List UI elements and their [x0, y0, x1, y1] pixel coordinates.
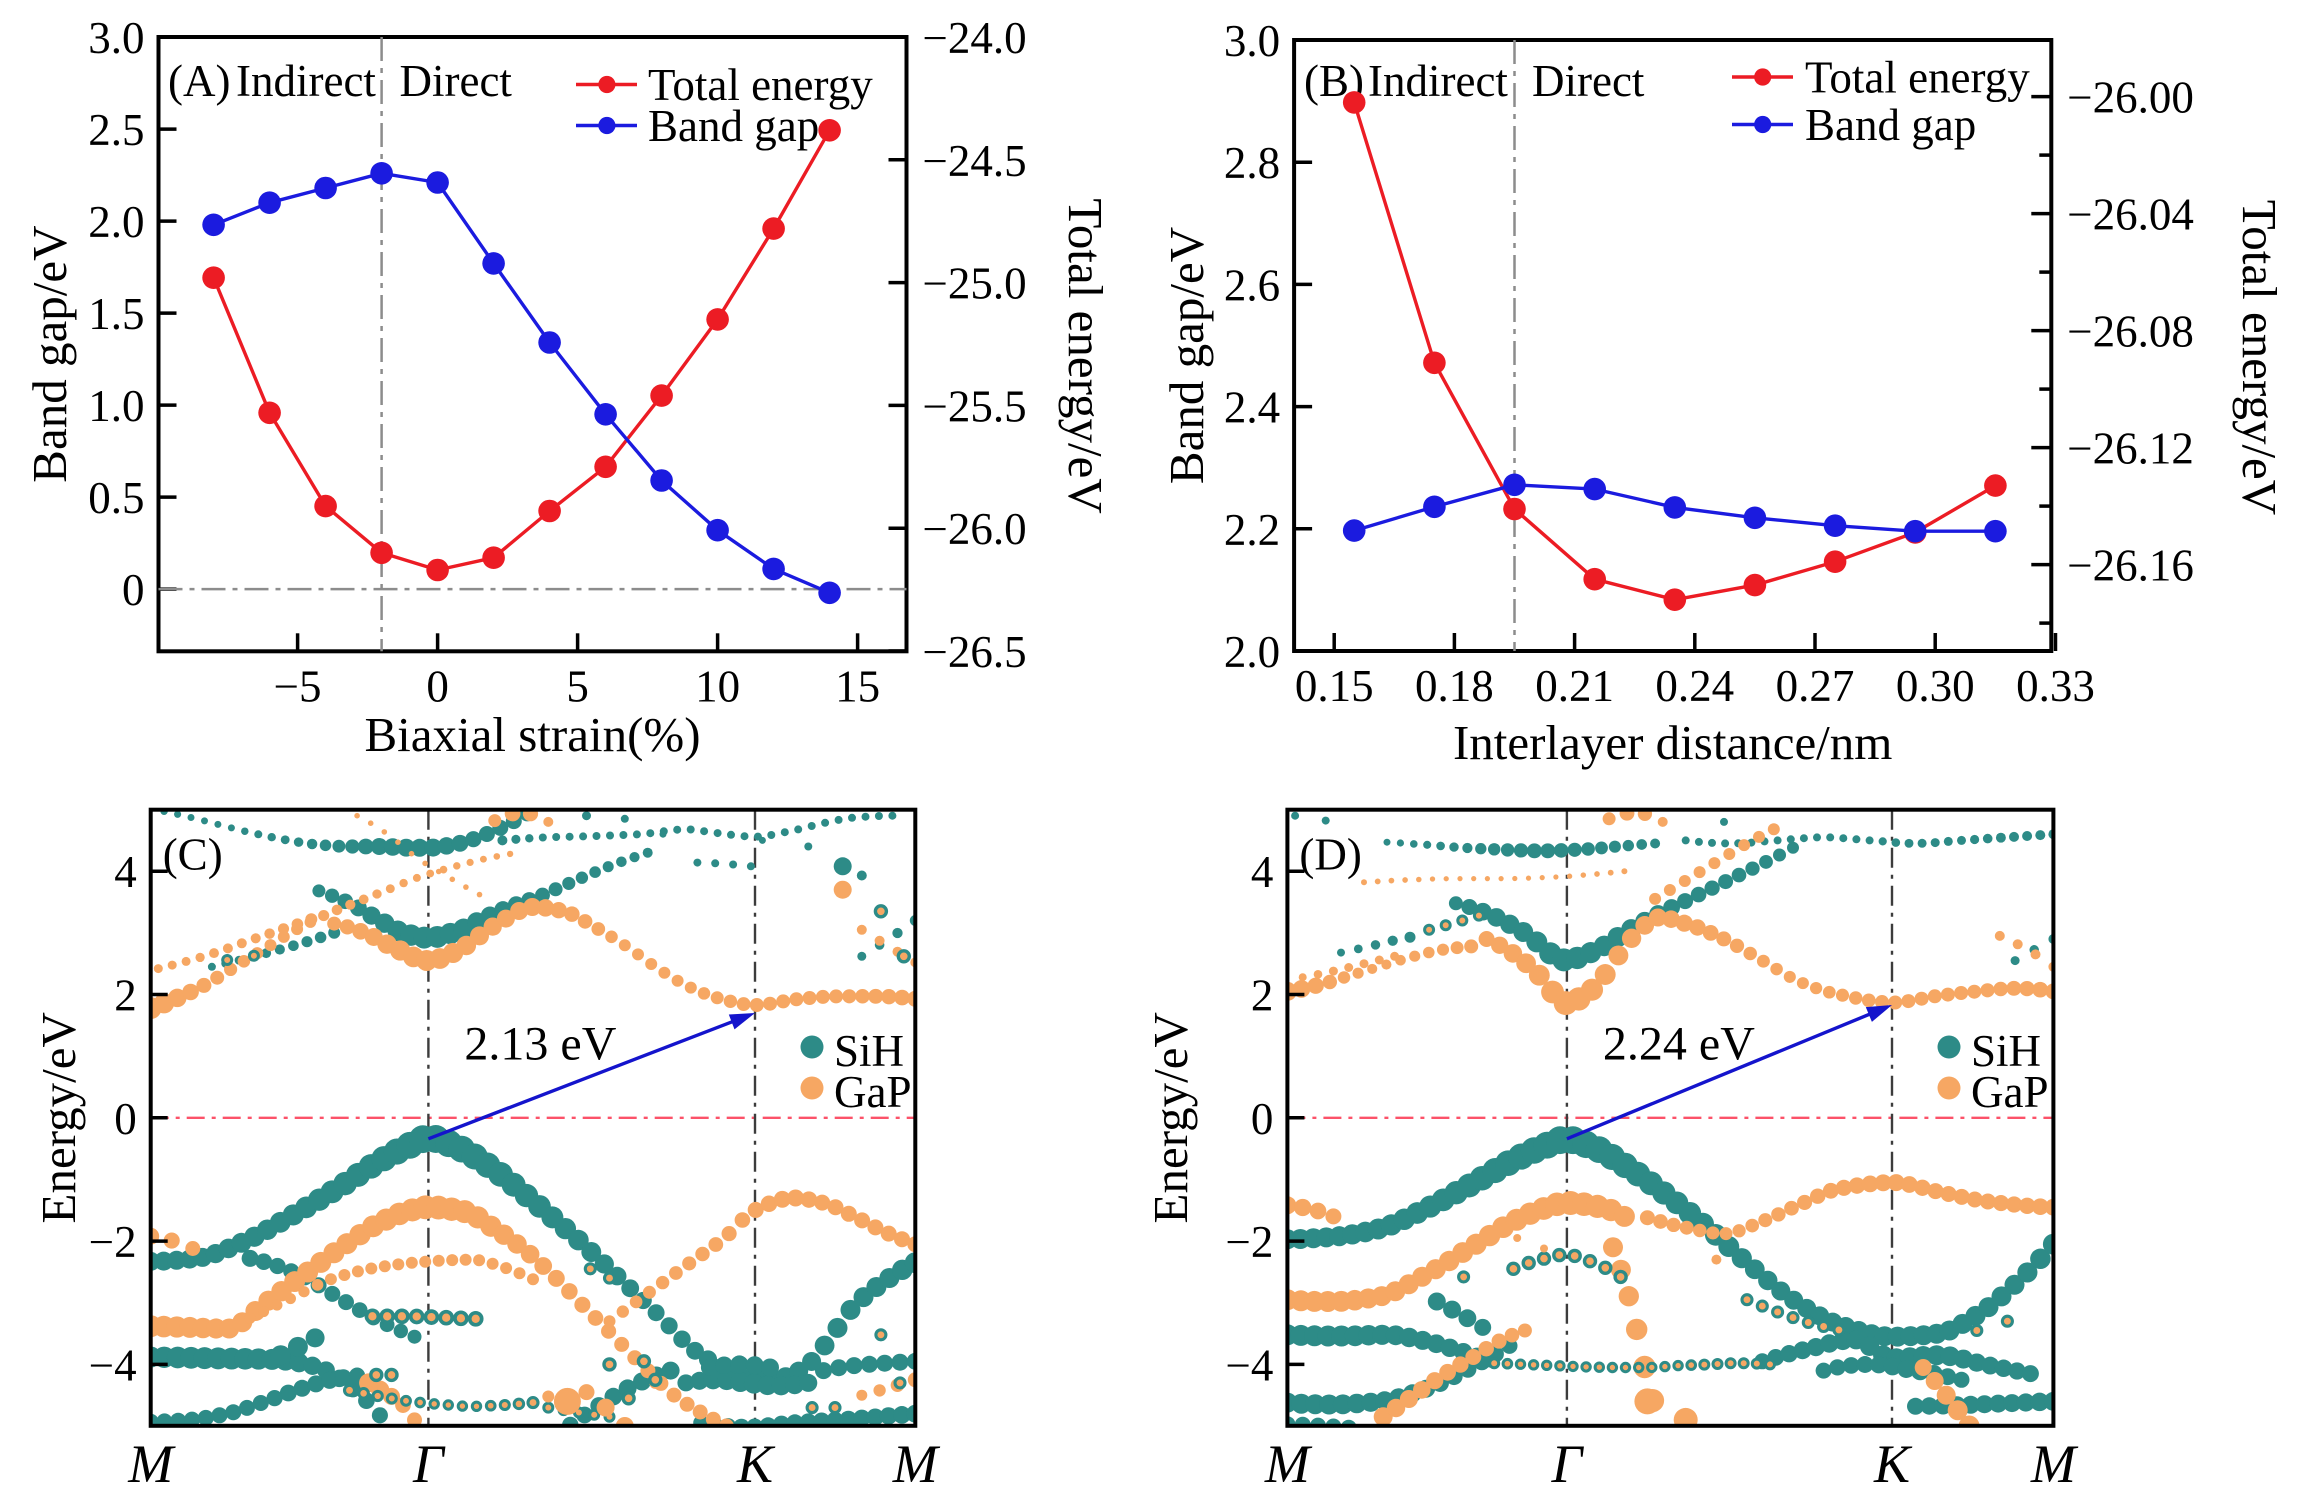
svg-text:−26.5: −26.5	[923, 627, 1027, 677]
svg-text:Indirect: Indirect	[236, 56, 376, 106]
svg-text:2.8: 2.8	[1224, 138, 1280, 188]
svg-text:GaP: GaP	[834, 1067, 912, 1117]
svg-text:−24.0: −24.0	[923, 13, 1027, 63]
svg-text:Interlayer distance/nm: Interlayer distance/nm	[1453, 715, 1892, 770]
svg-text:0.30: 0.30	[1896, 661, 1975, 711]
svg-text:−5: −5	[274, 661, 322, 711]
svg-text:−26.08: −26.08	[2067, 307, 2194, 357]
svg-text:2.0: 2.0	[88, 197, 144, 247]
svg-text:M: M	[127, 1434, 176, 1494]
svg-text:1.0: 1.0	[88, 381, 144, 431]
svg-text:2.24 eV: 2.24 eV	[1603, 1018, 1755, 1071]
svg-text:GaP: GaP	[1971, 1067, 2049, 1117]
svg-text:−26.04: −26.04	[2067, 190, 2194, 240]
svg-text:Total energy/eV: Total energy/eV	[1058, 198, 1113, 513]
svg-text:2.13 eV: 2.13 eV	[464, 1018, 616, 1071]
svg-text:(A): (A)	[168, 56, 230, 106]
svg-text:Energy/eV: Energy/eV	[31, 1012, 86, 1223]
svg-text:2.6: 2.6	[1224, 260, 1280, 310]
svg-text:K: K	[1873, 1434, 1913, 1494]
svg-text:3.0: 3.0	[88, 13, 144, 63]
svg-text:Direct: Direct	[1532, 56, 1645, 106]
svg-text:2: 2	[114, 971, 137, 1021]
svg-text:Biaxial strain(%): Biaxial strain(%)	[364, 707, 700, 762]
svg-text:−25.5: −25.5	[923, 381, 1027, 431]
svg-text:0.24: 0.24	[1655, 661, 1734, 711]
svg-text:Band gap/eV: Band gap/eV	[22, 226, 77, 483]
svg-text:Total energy: Total energy	[648, 60, 873, 110]
svg-text:Band gap: Band gap	[1805, 100, 1976, 150]
svg-text:K: K	[736, 1434, 776, 1494]
svg-text:2.5: 2.5	[88, 105, 144, 155]
svg-text:1.5: 1.5	[88, 289, 144, 339]
svg-text:Γ: Γ	[412, 1434, 446, 1494]
svg-text:0.33: 0.33	[2016, 661, 2095, 711]
svg-text:−26.12: −26.12	[2067, 424, 2194, 474]
svg-text:0: 0	[114, 1094, 137, 1144]
svg-text:M: M	[2030, 1434, 2079, 1494]
svg-text:Total energy/eV: Total energy/eV	[2232, 200, 2287, 515]
svg-text:0.27: 0.27	[1776, 661, 1855, 711]
svg-text:4: 4	[1251, 847, 1274, 897]
svg-text:Energy/eV: Energy/eV	[1143, 1012, 1198, 1223]
svg-text:Band gap: Band gap	[648, 101, 819, 151]
svg-text:10: 10	[695, 661, 740, 711]
svg-text:Band gap/eV: Band gap/eV	[1159, 227, 1214, 484]
svg-text:−26.00: −26.00	[2067, 73, 2194, 123]
svg-text:M: M	[892, 1434, 941, 1494]
svg-text:Indirect: Indirect	[1368, 56, 1508, 106]
svg-text:M: M	[1264, 1434, 1313, 1494]
svg-text:Γ: Γ	[1551, 1434, 1585, 1494]
svg-text:0: 0	[122, 565, 145, 615]
svg-text:−26.16: −26.16	[2067, 541, 2194, 591]
svg-text:−2: −2	[89, 1217, 137, 1267]
svg-text:3.0: 3.0	[1224, 16, 1280, 66]
svg-text:−24.5: −24.5	[923, 136, 1027, 186]
svg-text:15: 15	[835, 661, 880, 711]
svg-text:4: 4	[114, 847, 137, 897]
svg-text:−4: −4	[1226, 1340, 1274, 1390]
svg-text:0.18: 0.18	[1415, 661, 1494, 711]
svg-text:(C): (C)	[163, 830, 223, 880]
svg-text:−4: −4	[89, 1340, 137, 1390]
svg-text:0.21: 0.21	[1535, 661, 1614, 711]
svg-text:5: 5	[566, 661, 589, 711]
svg-text:SiH: SiH	[1971, 1026, 2041, 1076]
svg-text:2.2: 2.2	[1224, 505, 1280, 555]
svg-text:−26.0: −26.0	[923, 504, 1027, 554]
svg-text:Total energy: Total energy	[1805, 53, 2030, 103]
svg-text:2: 2	[1251, 971, 1274, 1021]
svg-text:0: 0	[426, 661, 449, 711]
svg-text:0.15: 0.15	[1295, 661, 1374, 711]
svg-text:(D): (D)	[1299, 830, 1361, 880]
svg-text:2.4: 2.4	[1224, 383, 1280, 433]
svg-text:−2: −2	[1226, 1217, 1274, 1267]
svg-text:SiH: SiH	[834, 1026, 904, 1076]
svg-text:0.5: 0.5	[88, 473, 144, 523]
svg-text:−25.0: −25.0	[923, 259, 1027, 309]
svg-text:2.0: 2.0	[1224, 627, 1280, 677]
svg-text:Direct: Direct	[400, 56, 513, 106]
svg-text:0: 0	[1251, 1094, 1274, 1144]
